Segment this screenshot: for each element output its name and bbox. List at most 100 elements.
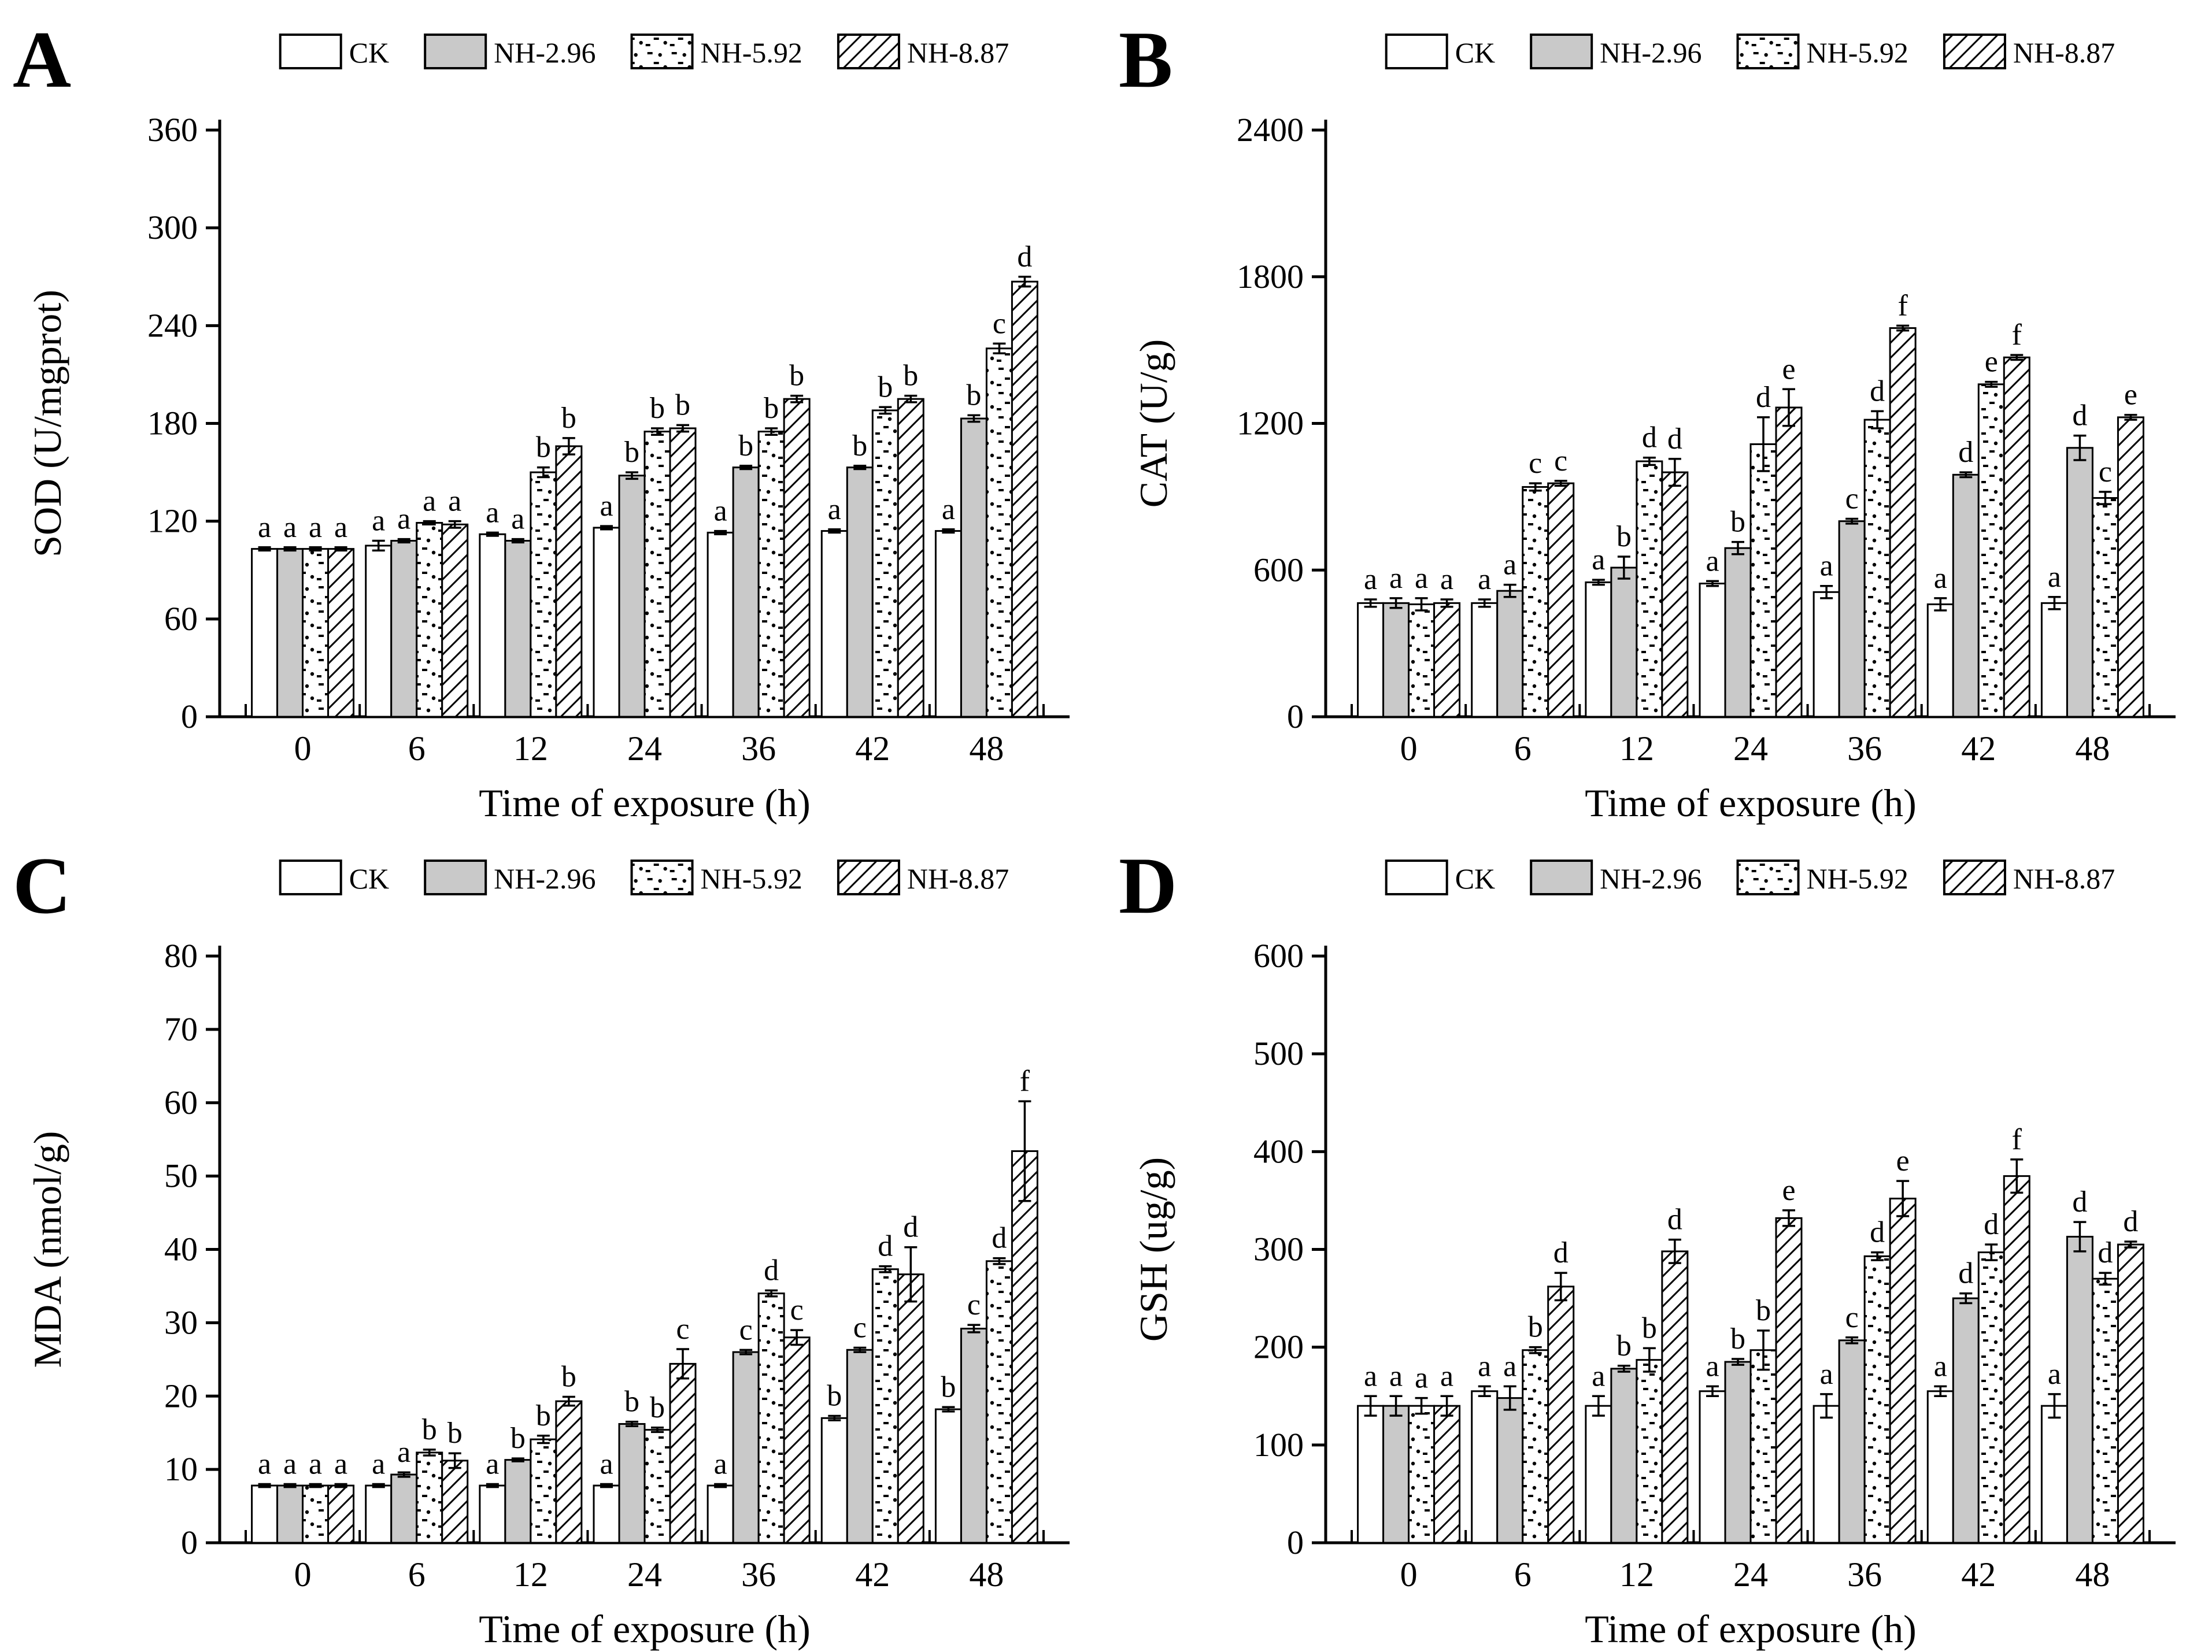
bar-CK bbox=[2040, 1405, 2068, 1544]
significance-letter: c bbox=[676, 1313, 689, 1346]
x-tick-label: 36 bbox=[741, 729, 776, 768]
bar-NH-5.92 bbox=[1408, 1405, 1436, 1544]
significance-letter: f bbox=[2012, 318, 2022, 351]
significance-letter: d bbox=[1553, 1236, 1569, 1269]
significance-letter: a bbox=[1934, 1350, 1947, 1383]
significance-letter: b bbox=[764, 392, 779, 425]
significance-letter: b bbox=[966, 379, 981, 412]
bar-NH-8.87 bbox=[555, 445, 583, 718]
bar-NH-5.92 bbox=[416, 521, 443, 718]
significance-letter: d bbox=[1958, 436, 1973, 469]
significance-letter: d bbox=[878, 1230, 893, 1263]
x-axis-title: Time of exposure (h) bbox=[479, 1607, 811, 1651]
bar-NH-8.87 bbox=[1889, 327, 1917, 718]
y-tick-label: 300 bbox=[147, 209, 198, 246]
y-axis-title: SOD (U/mgprot) bbox=[25, 290, 69, 557]
significance-letter: a bbox=[1592, 1360, 1605, 1392]
significance-letter: a bbox=[1706, 1350, 1719, 1383]
legend-label: CK bbox=[1455, 862, 1495, 895]
significance-letter: c bbox=[1529, 447, 1542, 480]
significance-letter: a bbox=[828, 493, 841, 526]
bar-CK bbox=[1699, 583, 1726, 718]
x-tick-label: 6 bbox=[1514, 729, 1532, 768]
bar-NH-2.96 bbox=[1496, 590, 1524, 718]
significance-letter: b bbox=[511, 1422, 526, 1455]
significance-letter: e bbox=[1782, 1174, 1795, 1207]
y-tick-label: 40 bbox=[164, 1231, 198, 1268]
bar-NH-5.92 bbox=[1408, 603, 1436, 718]
y-tick-label: 600 bbox=[1253, 551, 1304, 588]
legend-item: NH-5.92 bbox=[630, 34, 802, 69]
significance-letter: a bbox=[600, 490, 613, 523]
bar-NH-2.96 bbox=[276, 1484, 304, 1544]
significance-letter: b bbox=[1617, 520, 1632, 553]
y-tick-label: 0 bbox=[1287, 1524, 1304, 1561]
panel-sod: A CK NH-2.96 NH-5.92 NH-8.87 0 60 120 180 240 300 3… bbox=[0, 0, 1106, 826]
significance-letter: c bbox=[967, 1288, 981, 1321]
bar-NH-8.87 bbox=[669, 427, 697, 718]
significance-letter: a bbox=[1820, 550, 1833, 583]
significance-letter: a bbox=[1415, 562, 1428, 595]
significance-letter: e bbox=[1782, 353, 1795, 386]
legend: CK NH-2.96 NH-5.92 NH-8.87 bbox=[279, 860, 1009, 895]
significance-letter: d bbox=[1984, 1208, 1999, 1241]
bar-NH-8.87 bbox=[1011, 280, 1038, 718]
y-tick-label: 360 bbox=[147, 111, 198, 149]
legend-swatch-dots bbox=[630, 860, 694, 895]
significance-letter: b bbox=[789, 360, 804, 392]
bar-NH-5.92 bbox=[2091, 1277, 2119, 1544]
y-tick-label: 300 bbox=[1253, 1231, 1304, 1268]
legend-item: NH-8.87 bbox=[837, 860, 1009, 895]
significance-letter: e bbox=[2124, 379, 2137, 412]
bar-CK bbox=[479, 1484, 506, 1544]
legend-item: NH-8.87 bbox=[1943, 34, 2115, 69]
significance-letter: b bbox=[624, 436, 639, 469]
y-tick-label: 20 bbox=[164, 1377, 198, 1414]
legend-label: NH-2.96 bbox=[1600, 36, 1701, 69]
bar-NH-8.87 bbox=[897, 398, 924, 718]
legend-label: NH-8.87 bbox=[2013, 36, 2115, 69]
bar-NH-5.92 bbox=[1977, 1251, 2005, 1544]
bar-NH-5.92 bbox=[530, 471, 557, 718]
bar-NH-2.96 bbox=[1496, 1397, 1524, 1544]
y-tick-label: 400 bbox=[1253, 1132, 1304, 1170]
significance-letter: a bbox=[397, 1436, 410, 1469]
y-tick-label: 30 bbox=[164, 1303, 198, 1341]
x-tick-label: 48 bbox=[2075, 1555, 2110, 1594]
bar-NH-2.96 bbox=[1952, 473, 1980, 718]
bar-NH-2.96 bbox=[1952, 1297, 1980, 1544]
x-tick-label: 24 bbox=[627, 729, 662, 768]
x-tick-label: 48 bbox=[2075, 729, 2110, 768]
significance-letter: b bbox=[878, 371, 893, 403]
legend-label: CK bbox=[1455, 36, 1495, 69]
bar-NH-5.92 bbox=[1636, 1359, 1663, 1544]
bar-NH-5.92 bbox=[871, 409, 899, 718]
legend-item: CK bbox=[279, 34, 389, 69]
bar-CK bbox=[2040, 602, 2068, 718]
significance-letter: b bbox=[1617, 1329, 1632, 1362]
y-tick-label: 600 bbox=[1253, 937, 1304, 975]
bar-NH-2.96 bbox=[1610, 566, 1638, 718]
bar-NH-5.92 bbox=[757, 1292, 785, 1544]
bar-NH-5.92 bbox=[1522, 486, 1549, 718]
legend: CK NH-2.96 NH-5.92 NH-8.87 bbox=[1385, 34, 2115, 69]
bar-CK bbox=[934, 530, 962, 718]
significance-letter: a bbox=[600, 1448, 613, 1481]
bar-NH-8.87 bbox=[1775, 406, 1803, 718]
legend-label: NH-2.96 bbox=[494, 36, 595, 69]
x-tick-label: 6 bbox=[408, 729, 426, 768]
bar-CK bbox=[1471, 1390, 1499, 1544]
bar-NH-2.96 bbox=[618, 1423, 646, 1544]
panel-mda: C CK NH-2.96 NH-5.92 NH-8.87 0 10 20 30 40 50 60 70 8… bbox=[0, 826, 1106, 1652]
y-axis-title: GSH (ug/g) bbox=[1131, 1157, 1175, 1342]
significance-letter: a bbox=[283, 511, 297, 544]
panel-letter: D bbox=[1119, 841, 1177, 931]
bar-NH-2.96 bbox=[1838, 520, 1866, 718]
significance-letter: b bbox=[675, 388, 690, 421]
bar-CK bbox=[706, 1484, 734, 1544]
legend-item: NH-2.96 bbox=[424, 860, 596, 895]
significance-letter: d bbox=[2098, 1236, 2113, 1269]
y-tick-label: 100 bbox=[1253, 1426, 1304, 1464]
bar-NH-8.87 bbox=[441, 523, 469, 718]
